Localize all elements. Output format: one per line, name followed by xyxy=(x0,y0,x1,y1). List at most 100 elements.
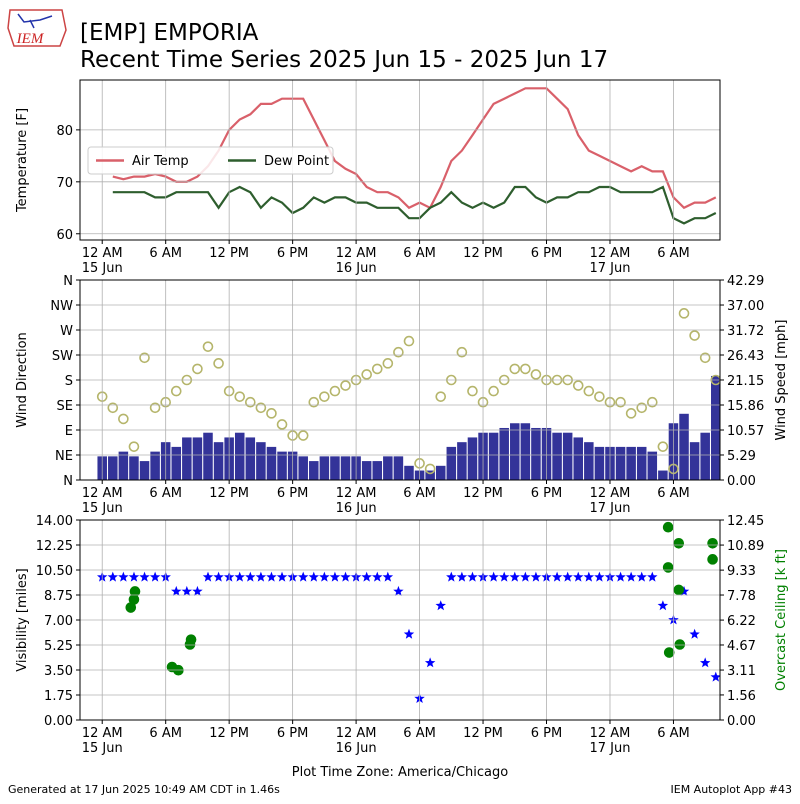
y-tick-label: W xyxy=(60,324,73,339)
subtitle: Recent Time Series 2025 Jun 15 - 2025 Ju… xyxy=(80,47,608,73)
bar xyxy=(309,461,319,480)
y2-tick-label: 26.43 xyxy=(727,349,764,364)
point xyxy=(678,308,690,319)
bar xyxy=(192,437,203,480)
point xyxy=(625,408,637,419)
point xyxy=(319,571,330,582)
point xyxy=(185,634,197,645)
y-tick-label: 12.25 xyxy=(36,539,73,554)
point xyxy=(699,352,711,364)
x-tick-label: 12 AM 16 Jun xyxy=(336,726,377,756)
point xyxy=(636,402,648,414)
bar xyxy=(488,432,499,480)
bar xyxy=(203,432,213,480)
x-tick-label: 6 AM xyxy=(149,246,182,261)
plot-area xyxy=(97,521,720,703)
point xyxy=(297,430,309,441)
footer-left: Generated at 17 Jun 2025 10:49 AM CDT in… xyxy=(8,783,280,796)
y2-axis-label: Wind Speed [mph] xyxy=(774,320,789,441)
point xyxy=(276,571,288,582)
point xyxy=(467,385,478,397)
point xyxy=(435,600,446,611)
point xyxy=(488,385,499,397)
point xyxy=(128,441,140,452)
axes-frame xyxy=(79,519,721,721)
point xyxy=(615,571,626,582)
x-tick-label: 6 AM xyxy=(403,246,436,261)
bar xyxy=(562,432,573,480)
point xyxy=(520,363,531,375)
x-tick-label: 12 AM 17 Jun xyxy=(589,246,630,276)
title: [EMP] EMPORIA xyxy=(80,20,259,46)
y-tick-label: E xyxy=(65,424,73,439)
point xyxy=(520,571,531,582)
y-tick-label: 5.25 xyxy=(44,639,73,654)
x-tick-label: 12 AM 15 Jun xyxy=(82,486,123,516)
bar xyxy=(647,451,658,480)
bar xyxy=(330,456,340,480)
point xyxy=(371,363,383,375)
point xyxy=(573,571,584,582)
point xyxy=(171,585,182,596)
bar xyxy=(383,456,393,480)
bar xyxy=(594,446,605,480)
logo-text: IEM xyxy=(16,31,45,47)
x-tick-label: 12 AM 17 Jun xyxy=(589,486,630,516)
tick-label-line: 17 Jun xyxy=(589,741,630,756)
plot-area xyxy=(96,308,720,480)
footer-right: IEM Autoplot App #43 xyxy=(671,783,793,796)
point xyxy=(673,537,685,549)
axes-frame xyxy=(79,279,721,481)
point xyxy=(319,391,330,402)
bar xyxy=(435,465,446,480)
point xyxy=(657,441,669,452)
bar xyxy=(520,423,531,480)
point xyxy=(276,419,288,430)
bar xyxy=(213,442,224,480)
point xyxy=(118,413,129,425)
x-tick-label: 6 AM xyxy=(657,246,690,261)
tick-label-line: 16 Jun xyxy=(336,261,377,276)
y-tick-label: 7.00 xyxy=(44,614,73,629)
y-tick-label: SE xyxy=(57,399,73,414)
y2-tick-label: 42.29 xyxy=(727,274,764,289)
point xyxy=(128,571,140,582)
x-tick-label: 12 AM 16 Jun xyxy=(336,246,377,276)
bar xyxy=(584,442,594,480)
y2-axis-label: Overcast Ceiling [k ft] xyxy=(774,549,789,691)
point xyxy=(456,346,468,358)
tick-label-line: 12 AM xyxy=(82,726,123,741)
y-tick-label: 60 xyxy=(56,228,73,243)
point xyxy=(572,380,584,391)
x-tick-label: 12 PM xyxy=(463,246,503,261)
logo: IEM xyxy=(7,9,67,47)
point xyxy=(234,391,246,402)
point xyxy=(361,571,372,582)
tick-label-line: 12 AM xyxy=(336,726,377,741)
y-axis-label: Temperature [F] xyxy=(15,108,30,213)
point xyxy=(255,571,267,582)
tick-label-line: 12 AM xyxy=(590,246,631,261)
y-axis-label: Visibility [miles] xyxy=(15,568,30,671)
point xyxy=(657,600,669,611)
point xyxy=(615,396,626,408)
point xyxy=(245,571,256,582)
point xyxy=(149,402,161,414)
bar xyxy=(573,437,584,480)
point xyxy=(213,358,224,369)
x-tick-label: 12 PM xyxy=(209,486,249,501)
x-tick-label: 6 PM xyxy=(531,726,562,741)
x-tick-label: 12 PM xyxy=(463,726,503,741)
bar xyxy=(256,442,266,480)
y2-tick-label: 0.00 xyxy=(727,714,756,729)
logo-mark xyxy=(17,13,53,29)
y-tick-label: 80 xyxy=(56,124,73,139)
point xyxy=(372,571,383,582)
bar xyxy=(510,423,520,480)
y2-tick-label: 0.00 xyxy=(727,474,756,489)
point xyxy=(118,571,129,582)
point xyxy=(329,385,341,397)
x-tick-label: 12 PM xyxy=(209,726,249,741)
point xyxy=(170,385,182,397)
